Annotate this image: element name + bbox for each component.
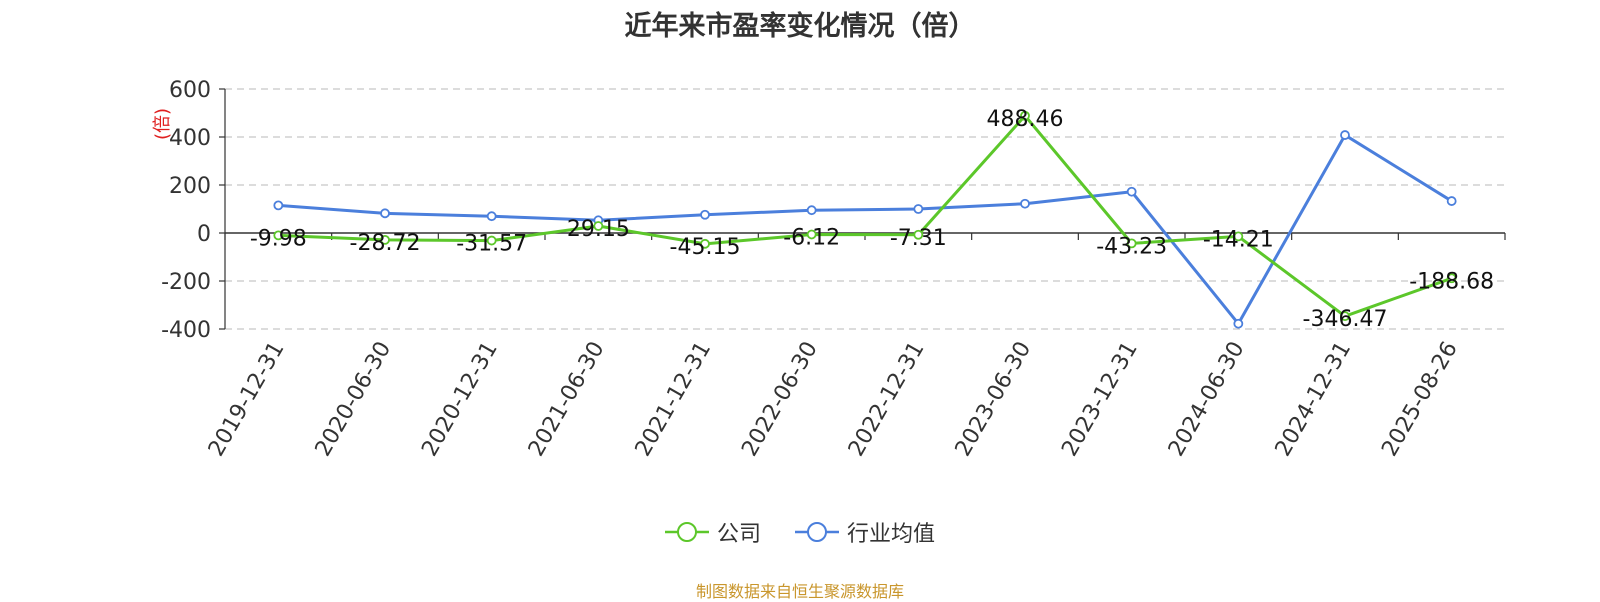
- y-tick-label: -400: [161, 318, 211, 343]
- data-point-company: [700, 238, 710, 249]
- grid-lines: [225, 88, 1505, 330]
- x-tick-label: 2024-12-31: [1271, 338, 1357, 461]
- data-source-note: 制图数据来自恒生聚源数据库: [695, 582, 904, 601]
- y-axis-label: (倍): [152, 108, 173, 140]
- data-point-industry: [700, 209, 710, 220]
- y-tick-label: 0: [197, 222, 211, 247]
- y-tick-label: 200: [169, 174, 211, 199]
- data-label-company: -7.31: [890, 226, 947, 251]
- chart-title: 近年来市盈率变化情况（倍）: [624, 11, 976, 42]
- data-point-industry: [486, 211, 497, 222]
- data-label-company: -14.21: [1203, 227, 1274, 252]
- series-line-industry: [278, 133, 1453, 326]
- data-label-company: -188.68: [1409, 269, 1494, 294]
- x-tick-label: 2022-06-30: [737, 338, 823, 461]
- data-label-company: -31.57: [456, 232, 527, 257]
- y-tick-label: 600: [169, 78, 211, 103]
- series-line-company: [278, 114, 1453, 318]
- data-label-company: -45.15: [670, 235, 741, 260]
- data-label-company: 29.15: [567, 217, 630, 242]
- data-label-company: -28.72: [350, 231, 421, 256]
- data-point-company: [1233, 231, 1244, 242]
- data-point-company: [593, 221, 604, 231]
- legend-company-icon: [664, 522, 709, 542]
- series-lines: [273, 110, 1457, 329]
- data-point-industry: [1233, 318, 1244, 329]
- x-tick-label: 2023-06-30: [951, 338, 1037, 461]
- data-point-company: [1020, 110, 1030, 121]
- data-label-company: -9.98: [250, 226, 307, 251]
- data-point-company: [273, 230, 284, 241]
- data-point-industry: [380, 208, 390, 219]
- x-tick-label: 2020-12-31: [417, 338, 503, 461]
- data-point-company: [1126, 238, 1137, 249]
- data-point-industry: [1126, 186, 1137, 197]
- x-tick-label: 2021-12-31: [631, 338, 717, 461]
- data-point-company: [380, 234, 390, 245]
- data-label-company: 488.46: [987, 107, 1064, 132]
- x-tick-label: 2021-06-30: [524, 338, 610, 461]
- x-tick-label: 2025-08-26: [1377, 338, 1463, 461]
- x-tick-label: 2024-06-30: [1164, 338, 1250, 461]
- legend: 公司 行业均值: [0, 516, 1600, 548]
- axes: -400 -200 0 200 400 600 (倍) 2019-12-31 2020-06-3…: [152, 78, 1506, 461]
- data-point-industry: [1446, 196, 1457, 206]
- legend-industry-label: 行业均值: [847, 522, 936, 547]
- legend-item-company[interactable]: 公司: [664, 516, 761, 548]
- x-tick-label: 2023-12-31: [1057, 338, 1143, 461]
- data-point-industry: [1340, 130, 1350, 140]
- data-label-company: -6.12: [783, 225, 840, 250]
- legend-company-label: 公司: [716, 522, 761, 547]
- data-point-industry: [1020, 198, 1030, 209]
- x-tick-label: 2019-12-31: [204, 338, 290, 461]
- data-point-company: [1340, 311, 1350, 322]
- x-tick-label: 2022-12-31: [844, 338, 930, 461]
- x-tick-label: 2020-06-30: [311, 338, 397, 461]
- data-labels: -9.98 -28.72 -31.57 29.15 -45.15 -6.12 -7.31 48…: [250, 107, 1494, 332]
- data-label-company: -346.47: [1303, 307, 1388, 332]
- data-point-industry: [913, 204, 924, 214]
- data-point-company: [913, 229, 924, 240]
- data-point-company: [806, 229, 817, 240]
- data-label-company: -43.23: [1096, 234, 1167, 259]
- y-tick-label: -200: [161, 270, 211, 295]
- data-point-industry: [806, 205, 817, 216]
- legend-industry-icon: [795, 522, 839, 542]
- data-point-industry: [273, 200, 284, 211]
- y-tick-label: 400: [169, 126, 211, 151]
- data-point-company: [486, 235, 497, 246]
- legend-item-industry-average[interactable]: 行业均值: [795, 516, 935, 548]
- data-point-company: [1446, 273, 1457, 284]
